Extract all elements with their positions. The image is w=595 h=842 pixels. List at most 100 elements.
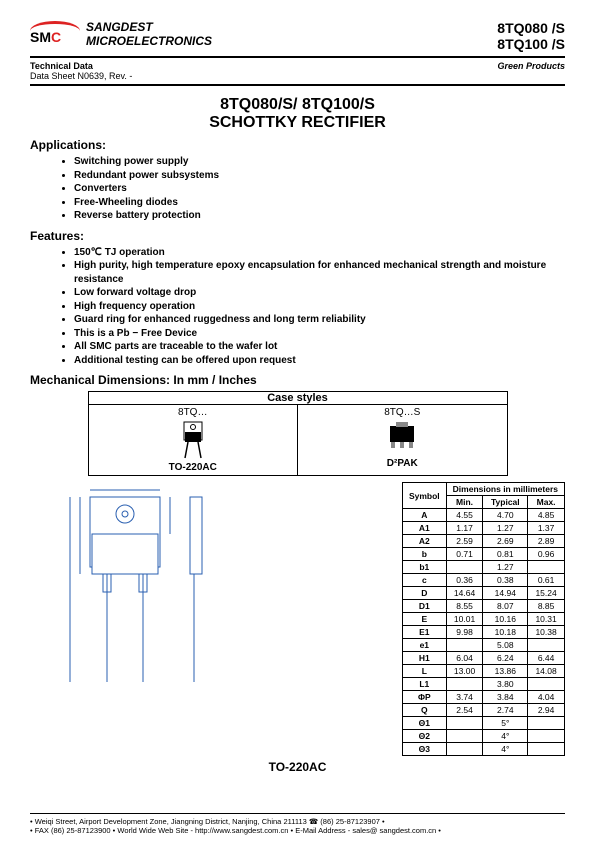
table-row: A4.554.704.85: [402, 509, 564, 522]
list-item: Switching power supply: [74, 155, 565, 169]
list-item: Converters: [74, 182, 565, 196]
table-row: A22.592.692.89: [402, 535, 564, 548]
to220-icon: [172, 420, 214, 460]
title-line2: SCHOTTKY RECTIFIER: [30, 114, 565, 132]
table-row: D14.6414.9415.24: [402, 587, 564, 600]
list-item: Free-Wheeling diodes: [74, 196, 565, 210]
table-cell: 9.98: [446, 626, 483, 639]
sub-header: Technical Data Data Sheet N0639, Rev. - …: [30, 58, 565, 86]
list-item: This is a Pb − Free Device: [74, 327, 565, 341]
table-cell: E: [402, 613, 446, 626]
table-cell: 1.27: [483, 561, 528, 574]
applications-heading: Applications:: [30, 138, 565, 152]
th-dimensions: Dimensions in millimeters: [446, 483, 564, 496]
table-cell: 4.85: [528, 509, 565, 522]
case-styles-heading: Case styles: [89, 392, 507, 405]
table-row: Θ34°: [402, 743, 564, 756]
table-cell: A2: [402, 535, 446, 548]
table-cell: 10.31: [528, 613, 565, 626]
to220-drawing-icon: [30, 482, 230, 712]
table-cell: 3.80: [483, 678, 528, 691]
list-item: Reverse battery protection: [74, 209, 565, 223]
table-cell: 2.59: [446, 535, 483, 548]
applications-list: Switching power supply Redundant power s…: [74, 155, 565, 223]
table-cell: 10.38: [528, 626, 565, 639]
list-item: 150℃ TJ operation: [74, 246, 565, 260]
table-cell: 14.64: [446, 587, 483, 600]
table-row: H16.046.246.44: [402, 652, 564, 665]
table-cell: Q: [402, 704, 446, 717]
datasheet-rev: Data Sheet N0639, Rev. -: [30, 71, 132, 81]
table-cell: 5.08: [483, 639, 528, 652]
case-left-label: 8TQ…: [91, 407, 296, 418]
table-row: L13.80: [402, 678, 564, 691]
logo-text: SMC: [30, 29, 61, 45]
table-cell: Θ3: [402, 743, 446, 756]
title-line1: 8TQ080/S/ 8TQ100/S: [30, 96, 565, 114]
table-row: Θ24°: [402, 730, 564, 743]
table-cell: Θ1: [402, 717, 446, 730]
th-max: Max.: [528, 496, 565, 509]
table-cell: 8.55: [446, 600, 483, 613]
part-number-2: 8TQ100 /S: [497, 36, 565, 52]
table-cell: 2.89: [528, 535, 565, 548]
table-cell: 2.94: [528, 704, 565, 717]
table-cell: 8.85: [528, 600, 565, 613]
table-cell: L: [402, 665, 446, 678]
company-name: SANGDEST MICROELECTRONICS: [86, 20, 212, 49]
table-row: A11.171.271.37: [402, 522, 564, 535]
green-products-label: Green Products: [497, 61, 565, 81]
page-header: SMC SANGDEST MICROELECTRONICS 8TQ080 /S …: [30, 20, 565, 58]
part-number-1: 8TQ080 /S: [497, 20, 565, 36]
table-cell: A: [402, 509, 446, 522]
features-heading: Features:: [30, 229, 565, 243]
table-cell: 0.36: [446, 574, 483, 587]
table-cell: [446, 639, 483, 652]
table-cell: [446, 717, 483, 730]
list-item: Additional testing can be offered upon r…: [74, 354, 565, 368]
d2pak-icon: [377, 420, 427, 456]
table-cell: 10.18: [483, 626, 528, 639]
table-cell: 3.84: [483, 691, 528, 704]
list-item: Low forward voltage drop: [74, 286, 565, 300]
table-row: b11.27: [402, 561, 564, 574]
case-left-pkg: TO-220AC: [91, 462, 296, 473]
table-cell: e1: [402, 639, 446, 652]
table-cell: 14.08: [528, 665, 565, 678]
th-typ: Typical: [483, 496, 528, 509]
table-cell: 4.55: [446, 509, 483, 522]
table-cell: [528, 639, 565, 652]
table-cell: 4.70: [483, 509, 528, 522]
table-cell: 14.94: [483, 587, 528, 600]
table-cell: [446, 743, 483, 756]
table-cell: A1: [402, 522, 446, 535]
header-left: SMC SANGDEST MICROELECTRONICS: [30, 20, 212, 49]
page-footer: • Weiqi Street, Airport Development Zone…: [30, 813, 565, 837]
list-item: Guard ring for enhanced ruggedness and l…: [74, 313, 565, 327]
table-cell: 2.54: [446, 704, 483, 717]
case-right-pkg: D²PAK: [300, 458, 505, 469]
table-row: e1 5.08: [402, 639, 564, 652]
table-cell: 2.69: [483, 535, 528, 548]
table-cell: 1.27: [483, 522, 528, 535]
table-cell: [528, 743, 565, 756]
table-cell: 0.81: [483, 548, 528, 561]
th-symbol: Symbol: [402, 483, 446, 509]
footer-line2: • FAX (86) 25-87123900 • World Wide Web …: [30, 826, 565, 836]
list-item: All SMC parts are traceable to the wafer…: [74, 340, 565, 354]
company-line1: SANGDEST: [86, 20, 212, 34]
table-cell: 0.61: [528, 574, 565, 587]
table-cell: [528, 678, 565, 691]
table-cell: [528, 561, 565, 574]
table-row: b0.710.810.96: [402, 548, 564, 561]
table-cell: 4.04: [528, 691, 565, 704]
table-row: D18.558.078.85: [402, 600, 564, 613]
list-item: High frequency operation: [74, 300, 565, 314]
table-cell: 13.86: [483, 665, 528, 678]
table-row: E19.9810.1810.38: [402, 626, 564, 639]
table-cell: 0.71: [446, 548, 483, 561]
table-cell: D: [402, 587, 446, 600]
table-cell: [446, 730, 483, 743]
dimensions-table: Symbol Dimensions in millimeters Min. Ty…: [402, 482, 565, 756]
table-cell: 5°: [483, 717, 528, 730]
